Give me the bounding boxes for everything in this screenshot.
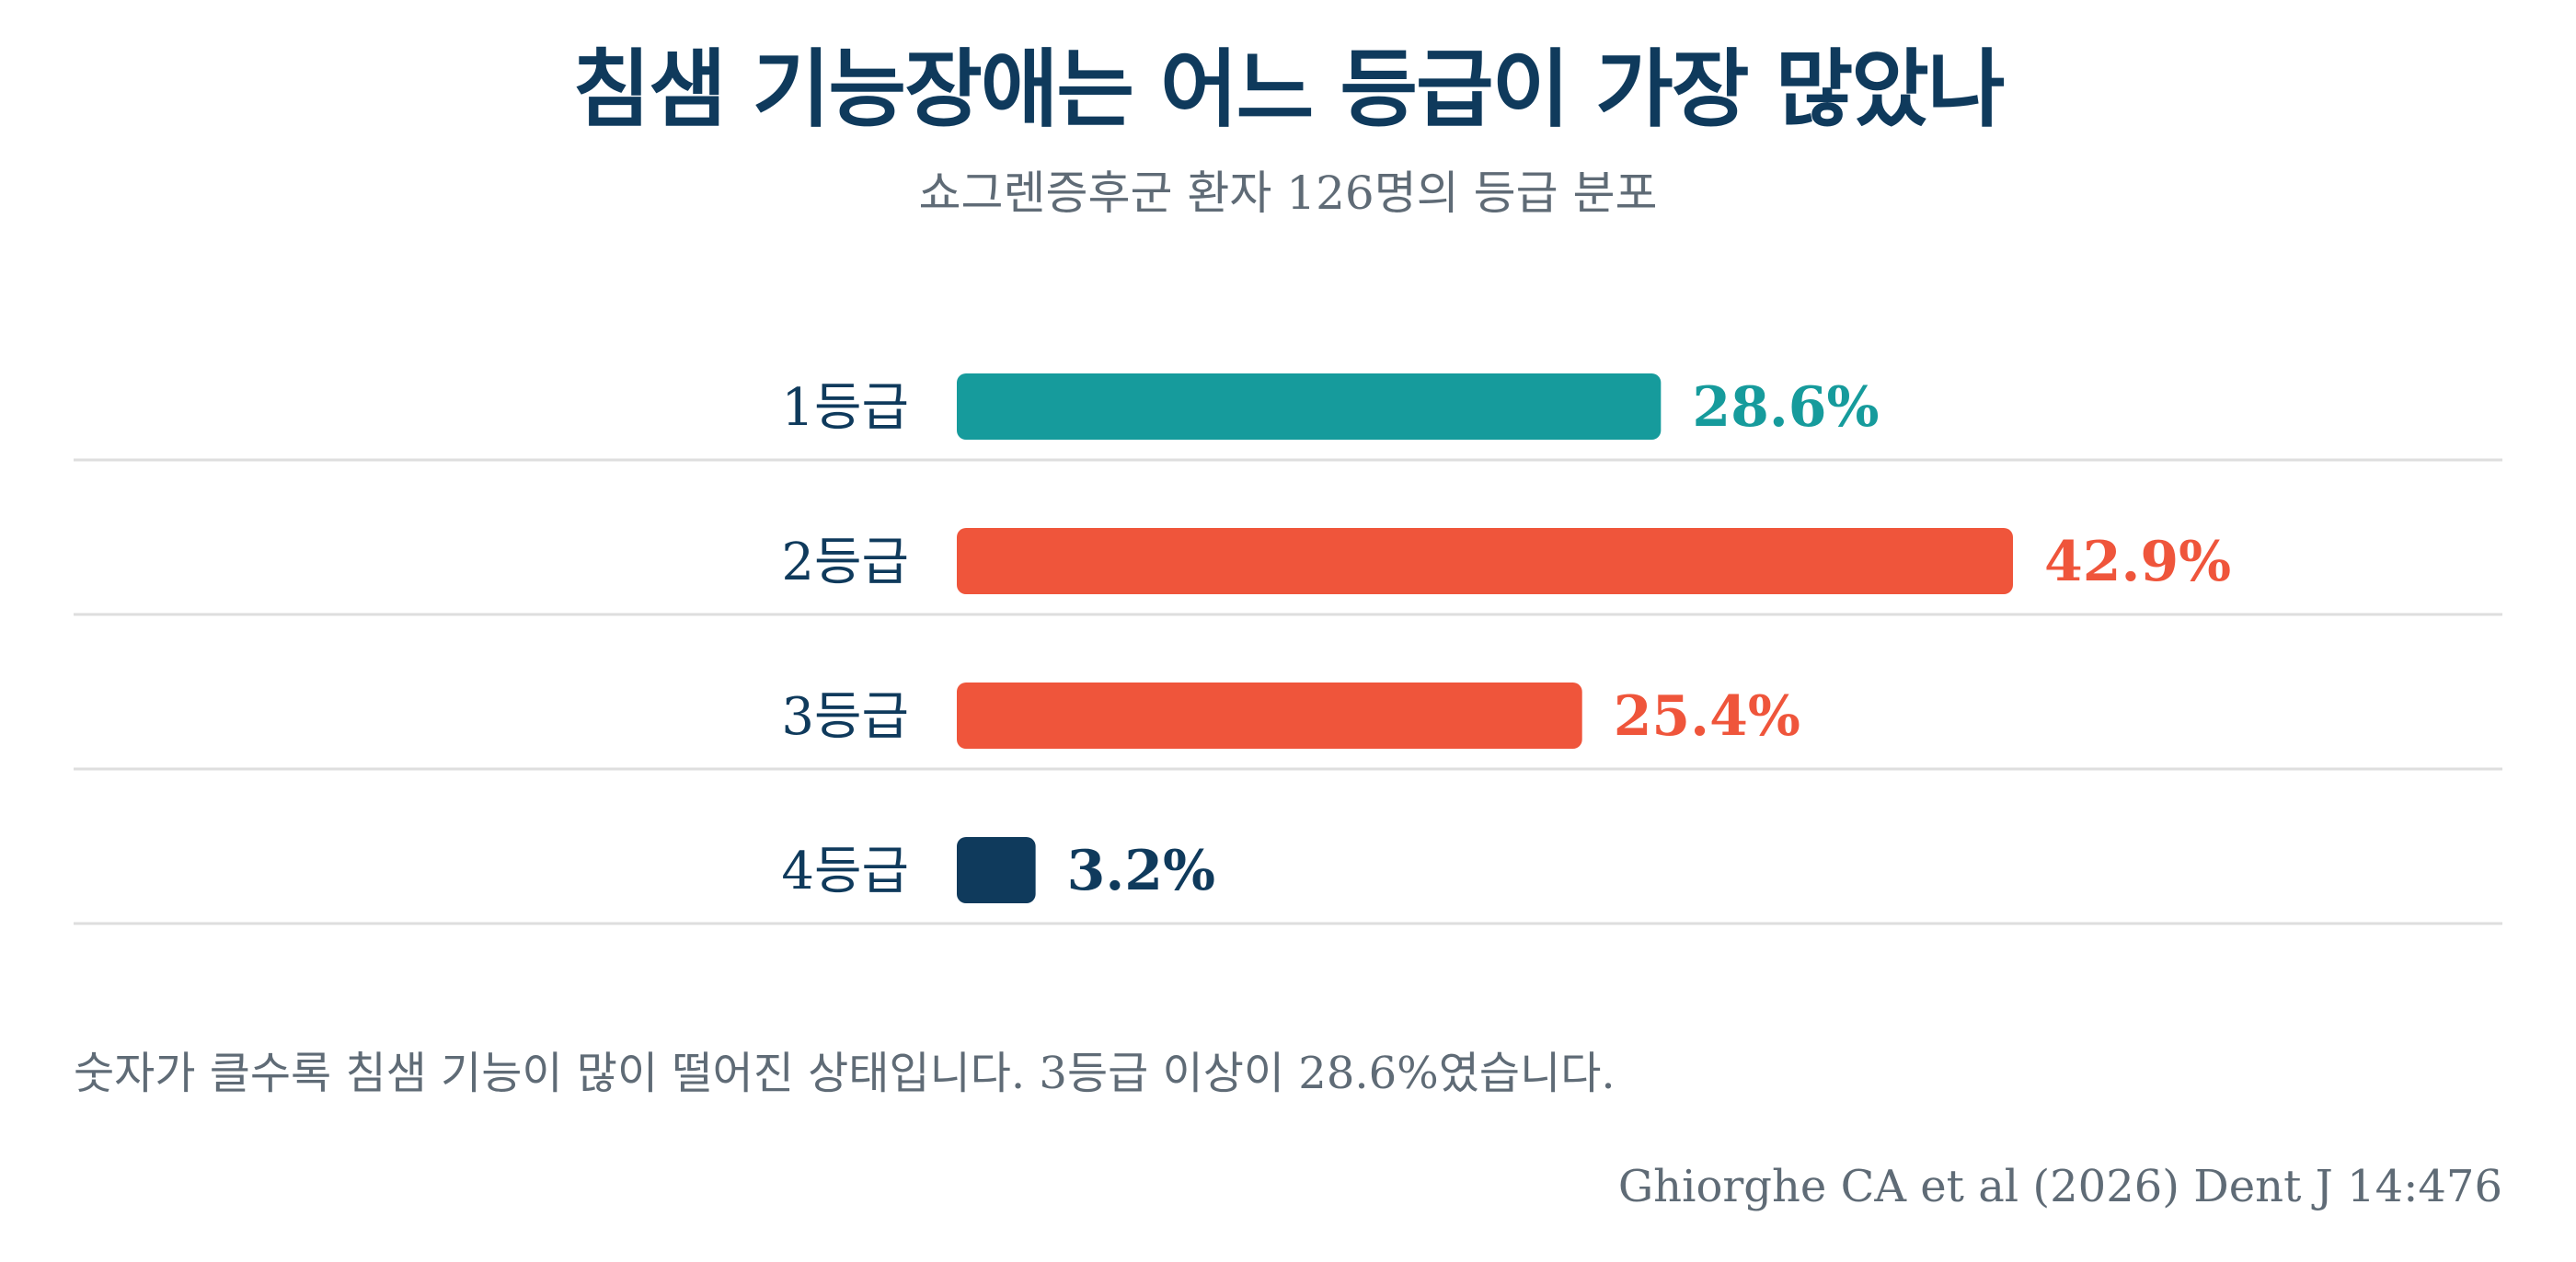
value-label-3: 25.4% <box>1614 684 1800 749</box>
category-label-4: 4등급 <box>781 842 909 901</box>
chart-title: 침샘 기능장애는 어느 등급이 가장 많았나 <box>572 40 2005 139</box>
chart-footnote: 숫자가 클수록 침샘 기능이 많이 떨어진 상태입니다. 3등급 이상이 28.… <box>74 1048 1616 1099</box>
bar-grade-3 <box>957 683 1582 749</box>
bar-grade-4 <box>957 837 1036 903</box>
source-citation: Ghiorghe CA et al (2026) Dent J 14:476 <box>1617 1161 2502 1212</box>
bar-grade-2 <box>957 528 2013 594</box>
value-label-1: 28.6% <box>1692 375 1879 440</box>
category-label-3: 3등급 <box>781 687 909 747</box>
bar-grade-1 <box>957 373 1662 440</box>
chart-subtitle: 쇼그렌증후군 환자 126명의 등급 분포 <box>918 166 1658 220</box>
value-label-4: 3.2% <box>1067 839 1215 903</box>
value-label-2: 42.9% <box>2044 530 2231 594</box>
category-label-2: 2등급 <box>781 533 909 592</box>
category-label-1: 1등급 <box>781 378 909 438</box>
